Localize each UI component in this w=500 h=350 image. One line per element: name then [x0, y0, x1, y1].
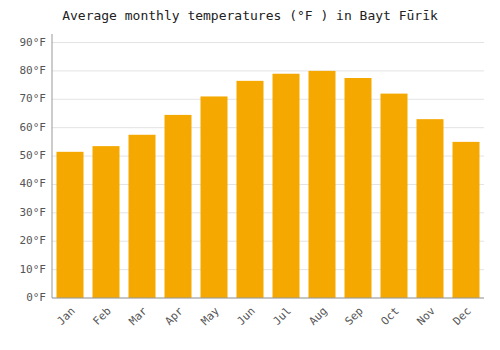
x-tick-label: Jun	[235, 305, 258, 328]
bar	[417, 119, 444, 298]
bar	[273, 74, 300, 298]
x-tick-label: Mar	[127, 304, 151, 328]
grid-line	[52, 42, 484, 43]
bar	[93, 146, 120, 298]
bar	[201, 96, 228, 298]
x-tick-label: Jul	[271, 305, 294, 328]
bar	[345, 78, 372, 298]
bar	[453, 142, 480, 298]
x-axis-line	[52, 298, 484, 299]
x-tick-label: Apr	[163, 304, 187, 328]
grid-line	[52, 70, 484, 71]
y-tick-label: 10°F	[20, 263, 47, 276]
x-tick-label: Sep	[343, 305, 366, 328]
bar	[57, 152, 84, 298]
y-tick-label: 30°F	[20, 206, 47, 219]
bar	[309, 71, 336, 298]
y-tick-label: 60°F	[20, 121, 47, 134]
grid-line	[52, 99, 484, 100]
x-tick-label: May	[199, 304, 223, 328]
x-tick-label: Feb	[91, 305, 114, 328]
bars	[57, 71, 480, 298]
x-tick-label: Jan	[55, 305, 78, 328]
x-tick-label: Dec	[451, 305, 474, 328]
grid-line	[52, 298, 484, 299]
x-tick-label: Oct	[379, 305, 402, 328]
grid	[52, 43, 484, 298]
bar	[129, 135, 156, 298]
y-tick-label: 0°F	[26, 291, 46, 304]
bar	[237, 81, 264, 298]
y-tick-label: 70°F	[20, 92, 47, 105]
y-tick-label: 40°F	[20, 177, 47, 190]
title: Average monthly temperatures (°F ) in Ba…	[62, 8, 438, 23]
y-tick-label: 50°F	[20, 149, 47, 162]
bar	[165, 115, 192, 298]
x-tick-label: Aug	[307, 305, 330, 328]
y-tick-label: 20°F	[20, 234, 47, 247]
bar	[381, 94, 408, 298]
y-tick-label: 90°F	[20, 36, 47, 49]
y-tick-label: 80°F	[20, 64, 47, 77]
chart: 0°F 10°F 20°F 30°F 40°F 50°F 60°F 70°F 80°F 90°F J…	[0, 0, 500, 350]
x-tick-label: Nov	[415, 304, 439, 328]
y-axis-line	[52, 34, 53, 298]
